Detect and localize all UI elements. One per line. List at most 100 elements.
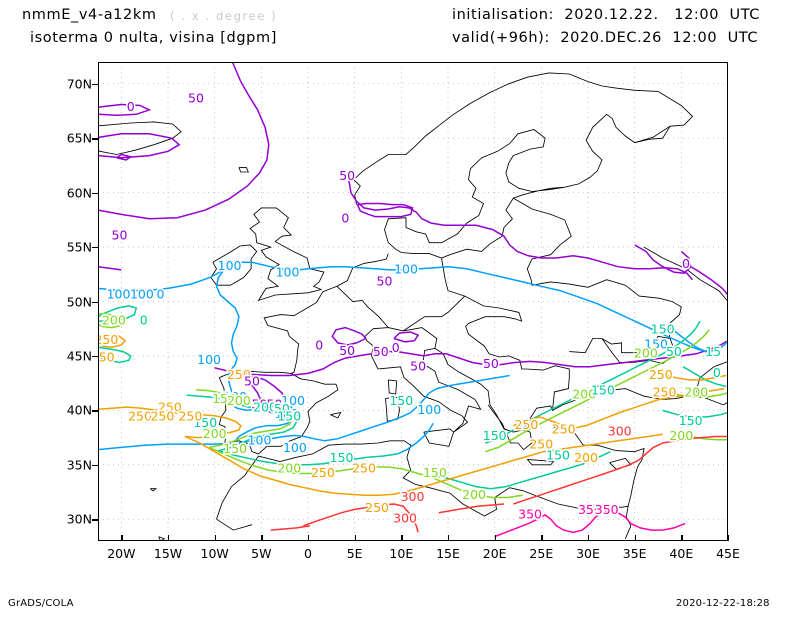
grid-lines <box>98 62 728 541</box>
source-credit: GrADS/COLA <box>8 598 74 609</box>
contour-label: 0 <box>140 313 148 328</box>
contour-label: 100 <box>223 389 247 404</box>
contour-label: 250 <box>552 422 576 437</box>
contour-label-halo: 250 <box>128 408 152 423</box>
contour-label-halo: 200 <box>684 384 708 399</box>
contour-label: 100 <box>417 402 441 417</box>
x-tick-label: 25E <box>529 546 554 561</box>
contour-label: 250 <box>649 367 673 382</box>
x-tick-mark <box>214 535 217 541</box>
contour-label-halo: 100 <box>248 432 272 447</box>
generated-stamp: 2020-12-22-18:28 <box>676 598 770 609</box>
x-tick-label: 40E <box>669 546 694 561</box>
contour-label-halo: 250 <box>158 400 182 415</box>
contour-label: 100 <box>248 432 272 447</box>
contour-label: 150 <box>651 321 675 336</box>
contour-label-halo: 0 <box>157 287 165 302</box>
contour-lines <box>98 62 728 538</box>
contour-label-halo: 150 <box>591 382 615 397</box>
contour-label: 250 <box>653 384 677 399</box>
contour-label: 0 <box>127 99 135 114</box>
contour-label-halo: 0 <box>682 256 690 271</box>
contour-label: 350 <box>595 502 619 517</box>
contour-label: 100 <box>197 352 221 367</box>
x-tick-label: 45E <box>716 546 740 561</box>
contour-label-halo: 100 <box>223 389 247 404</box>
contour-label-halo: 150 <box>223 441 247 456</box>
contour-label: 200 <box>102 313 126 328</box>
contour-label: 250 <box>227 367 251 382</box>
contour-label: 15 <box>705 344 721 359</box>
contour-label: 200 <box>227 393 251 408</box>
contour-label-halo: 50 <box>373 344 389 359</box>
contour-label-halo: 350 <box>595 502 619 517</box>
contour-label-halo: 150 <box>193 415 217 430</box>
contour-label-halo: 150 <box>483 428 507 443</box>
contour-label-halo: 0 <box>127 99 135 114</box>
contour-label-halo: 200 <box>634 345 658 360</box>
contour-label: 100 <box>130 287 154 302</box>
contour-label: 250 <box>158 400 182 415</box>
contour-label: 250 <box>98 350 115 365</box>
y-tick-label: 55N <box>66 239 92 255</box>
contour-label: 150 <box>277 408 301 423</box>
contour-label: 150 <box>423 465 447 480</box>
contour-label: 250 <box>352 461 376 476</box>
contour-label: 250 <box>128 408 152 423</box>
contour-label: 300 <box>608 424 632 439</box>
y-tick-label: 50N <box>66 294 92 309</box>
x-tick-mark <box>728 535 730 541</box>
contour-label: 100 <box>218 258 242 273</box>
contour-label-halo: 200 <box>253 400 277 415</box>
y-tick-mark <box>92 192 98 195</box>
contour-label: 50 <box>252 396 268 411</box>
contour-label-halo: 250 <box>352 461 376 476</box>
contour-label-halo: 100 <box>281 393 305 408</box>
contour-label: 250 <box>150 408 174 423</box>
y-tick-mark <box>92 355 98 358</box>
contour-label-halo: 100 <box>218 258 242 273</box>
contour-label-halo: 300 <box>393 511 417 526</box>
contour-label: 250 <box>98 332 118 347</box>
contour-label-halo: 0 <box>392 340 400 355</box>
contour-label: 150 <box>330 450 354 465</box>
contour-label: 150 <box>193 415 217 430</box>
y-tick-mark <box>92 464 98 467</box>
x-tick-label: 10W <box>200 546 229 561</box>
x-tick-label: 5W <box>251 546 272 561</box>
contour-label: 250 <box>178 408 202 423</box>
y-tick-label: 35N <box>66 457 92 473</box>
contour-label: 50 <box>188 91 204 106</box>
contour-label-halo: 50 <box>339 343 355 358</box>
contour-label-halo: 300 <box>401 489 425 504</box>
contour-label-halo: 250 <box>529 437 553 452</box>
contour-label: 0 <box>341 210 349 225</box>
y-tick-mark <box>92 247 98 249</box>
y-tick-mark <box>92 83 98 86</box>
contour-label: 150 <box>644 337 668 352</box>
x-tick-mark <box>354 535 357 541</box>
contour-label: 200 <box>462 487 486 502</box>
contour-label-halo: 100 <box>197 352 221 367</box>
contour-label-halo: 200 <box>462 487 486 502</box>
contour-label: 250 <box>514 417 538 432</box>
contour-label-halo: 200 <box>277 461 301 476</box>
x-tick-label: 15W <box>153 546 183 561</box>
contour-label-halo: 50 <box>339 168 355 183</box>
contour-label-halo: 200 <box>669 428 693 443</box>
initialisation-time: initialisation: 2020.12.22. 12:00 UTC <box>452 7 761 23</box>
contour-label: 0 <box>713 365 721 380</box>
x-tick-label: 30E <box>576 546 600 561</box>
contour-label: 250 <box>365 500 389 515</box>
contour-label-halo: 250 <box>649 367 673 382</box>
y-tick-label: 60N <box>66 185 92 201</box>
x-tick-mark <box>588 535 590 541</box>
x-tick-mark <box>634 535 637 541</box>
contour-label: 100 <box>107 287 131 302</box>
contour-label: 200 <box>203 426 227 441</box>
contour-label-halo: 300 <box>608 424 632 439</box>
contour-label: 100 <box>276 265 300 280</box>
contour-label-halo: 250 <box>653 384 677 399</box>
